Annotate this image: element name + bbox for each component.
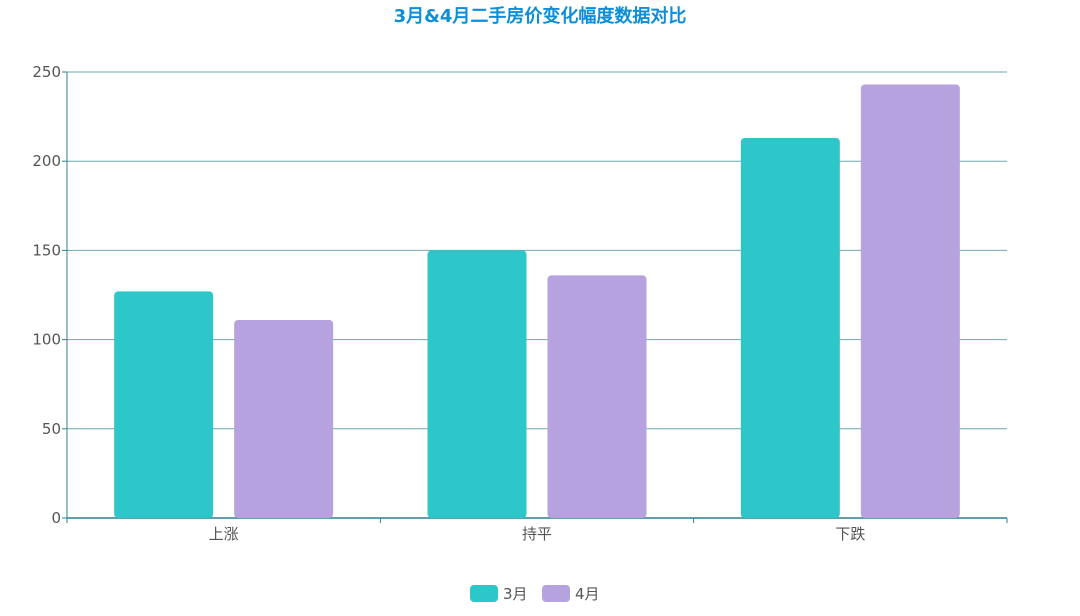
legend-item-1[interactable]: 3月 [470, 585, 528, 603]
x-tick-label: 上涨 [209, 525, 239, 543]
x-axis: 上涨 持平 下跌 [66, 517, 1008, 543]
y-tick-label: 250 [32, 63, 61, 81]
bar-1-3 [740, 138, 840, 518]
grid-lines [67, 71, 1007, 430]
x-tick-label: 持平 [522, 525, 552, 543]
bar-1-1 [114, 291, 214, 518]
y-tick-label: 150 [32, 241, 61, 259]
legend-swatch [470, 585, 498, 602]
chart-title: 3月&4月二手房价变化幅度数据对比 [394, 5, 687, 27]
y-tick-label: 0 [51, 509, 61, 527]
y-tick-label: 100 [32, 331, 61, 349]
bar-2-1 [234, 319, 334, 518]
y-tick-label: 200 [32, 152, 61, 170]
bar-group [114, 84, 960, 518]
x-tick-label: 下跌 [835, 525, 865, 543]
bar-2-2 [547, 275, 647, 518]
bar-1-2 [427, 250, 527, 518]
legend-label: 4月 [575, 585, 600, 603]
legend-item-2[interactable]: 4月 [542, 585, 600, 603]
y-axis: 0 50 100 150 200 250 [32, 63, 68, 527]
y-tick-label: 50 [42, 420, 61, 438]
legend-label: 3月 [503, 585, 528, 603]
legend-swatch [542, 585, 570, 602]
legend[interactable]: 3月 4月 [470, 585, 600, 603]
bar-2-3 [860, 84, 960, 518]
